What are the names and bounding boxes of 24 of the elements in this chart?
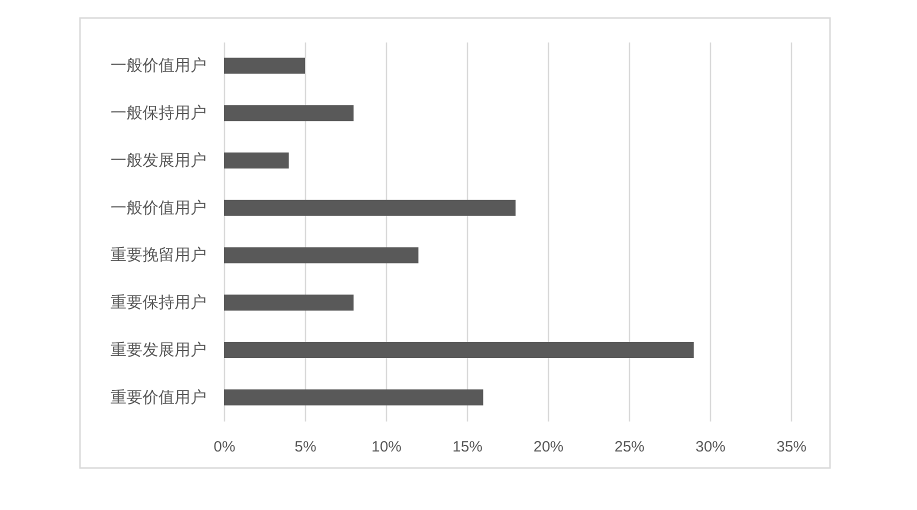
- bar: [224, 247, 418, 264]
- x-tick-label: 10%: [371, 438, 402, 456]
- bar: [224, 389, 484, 406]
- x-tick-label: 5%: [294, 438, 316, 456]
- bar: [224, 105, 354, 122]
- x-tick-label: 25%: [614, 438, 645, 456]
- bar: [224, 342, 694, 358]
- bar: [224, 152, 289, 168]
- x-tick-label: 35%: [776, 438, 807, 456]
- y-tick-label: 一般价值用户: [110, 198, 206, 217]
- y-tick-label: 一般保持用户: [110, 104, 206, 122]
- y-tick-label: 一般发展用户: [110, 151, 206, 170]
- y-tick-label: 重要价值用户: [110, 388, 206, 406]
- bar: [224, 58, 305, 74]
- bar: [224, 294, 354, 311]
- bar: [224, 200, 516, 216]
- x-tick-label: 15%: [452, 438, 483, 456]
- x-tick-label: 20%: [533, 438, 564, 456]
- x-tick-label: 0%: [214, 438, 236, 456]
- y-tick-label: 重要保持用户: [110, 294, 206, 312]
- y-tick-label: 重要发展用户: [110, 340, 206, 359]
- y-tick-label: 重要挽留用户: [110, 246, 206, 264]
- x-tick-label: 30%: [695, 438, 726, 456]
- y-tick-label: 一般价值用户: [110, 56, 206, 75]
